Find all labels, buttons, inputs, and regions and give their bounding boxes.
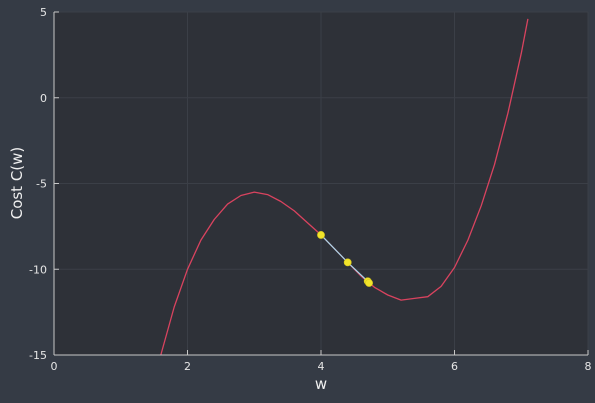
x-tick-label: 4 (318, 360, 325, 373)
x-tick-label: 2 (184, 360, 191, 373)
y-tick-label: -5 (36, 178, 47, 191)
y-tick-label: -10 (29, 263, 47, 276)
x-tick-label: 8 (585, 360, 592, 373)
x-tick-label: 6 (451, 360, 458, 373)
grid-lines (53, 11, 589, 356)
y-axis-title: Cost C(w) (8, 147, 26, 220)
axes (53, 11, 589, 356)
descent-point (343, 258, 352, 267)
x-axis-title: w (315, 375, 327, 393)
x-tick-label: 0 (51, 360, 58, 373)
tick-labels: 0 2 4 6 8 5 0 -5 -10 -15 (29, 6, 591, 373)
y-tick-label: 0 (40, 92, 47, 105)
descent-point (317, 231, 325, 239)
descent-steps-layer (317, 231, 373, 287)
y-tick-label: -15 (29, 349, 47, 362)
y-tick-label: 5 (40, 6, 47, 19)
descent-point (365, 279, 373, 287)
